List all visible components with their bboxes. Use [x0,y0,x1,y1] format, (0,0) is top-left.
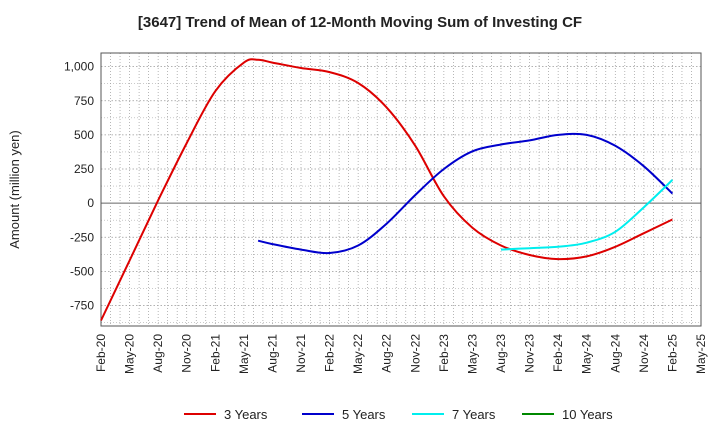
x-tick-label: Nov-22 [408,334,422,373]
x-tick-label: Aug-23 [494,334,508,373]
x-tick-label: Feb-24 [551,334,565,372]
y-tick-label: 0 [87,196,94,210]
x-tick-label: Aug-24 [608,334,622,373]
x-tick-label: Nov-24 [637,334,651,373]
series-line-7-years [500,179,674,251]
x-tick-label: May-24 [580,334,594,374]
x-tick-label: Nov-21 [294,334,308,373]
x-tick-label: May-25 [694,334,708,374]
chart-title: [3647] Trend of Mean of 12-Month Moving … [137,14,583,31]
x-tick-label: Aug-22 [380,334,394,373]
series-line-5-years [257,132,674,255]
y-tick-label: -500 [70,264,94,278]
x-tick-label: Nov-20 [180,334,194,373]
x-tick-label: Feb-25 [665,334,679,372]
x-tick-label: Feb-21 [208,334,222,372]
legend-label-5-years: 5 Years [342,407,386,422]
y-tick-label: -250 [70,230,94,244]
legend-label-10-years: 10 Years [562,407,613,422]
y-tick-label: 750 [74,94,94,108]
y-tick-label: -750 [70,299,94,313]
x-tick-label: Aug-21 [265,334,279,373]
y-tick-label: 500 [74,128,94,142]
legend-label-7-years: 7 Years [452,407,496,422]
plot-area [101,53,701,326]
x-tick-label: Feb-23 [437,334,451,372]
legend-label-3-years: 3 Years [224,407,268,422]
x-tick-label: Feb-20 [94,334,108,372]
x-tick-label: May-20 [123,334,137,374]
y-tick-label: 250 [74,162,94,176]
plot-frame [100,52,702,327]
y-tick-label: 1,000 [64,60,94,74]
x-tick-label: May-21 [237,334,251,374]
x-tick-label: Aug-20 [151,334,165,373]
x-tick-label: Feb-22 [323,334,337,372]
x-tick-label: May-22 [351,334,365,374]
y-axis-label: Amount (million yen) [7,130,22,249]
x-tick-label: May-23 [465,334,479,374]
x-tick-label: Nov-23 [523,334,537,373]
series-line-3-years [100,58,673,321]
